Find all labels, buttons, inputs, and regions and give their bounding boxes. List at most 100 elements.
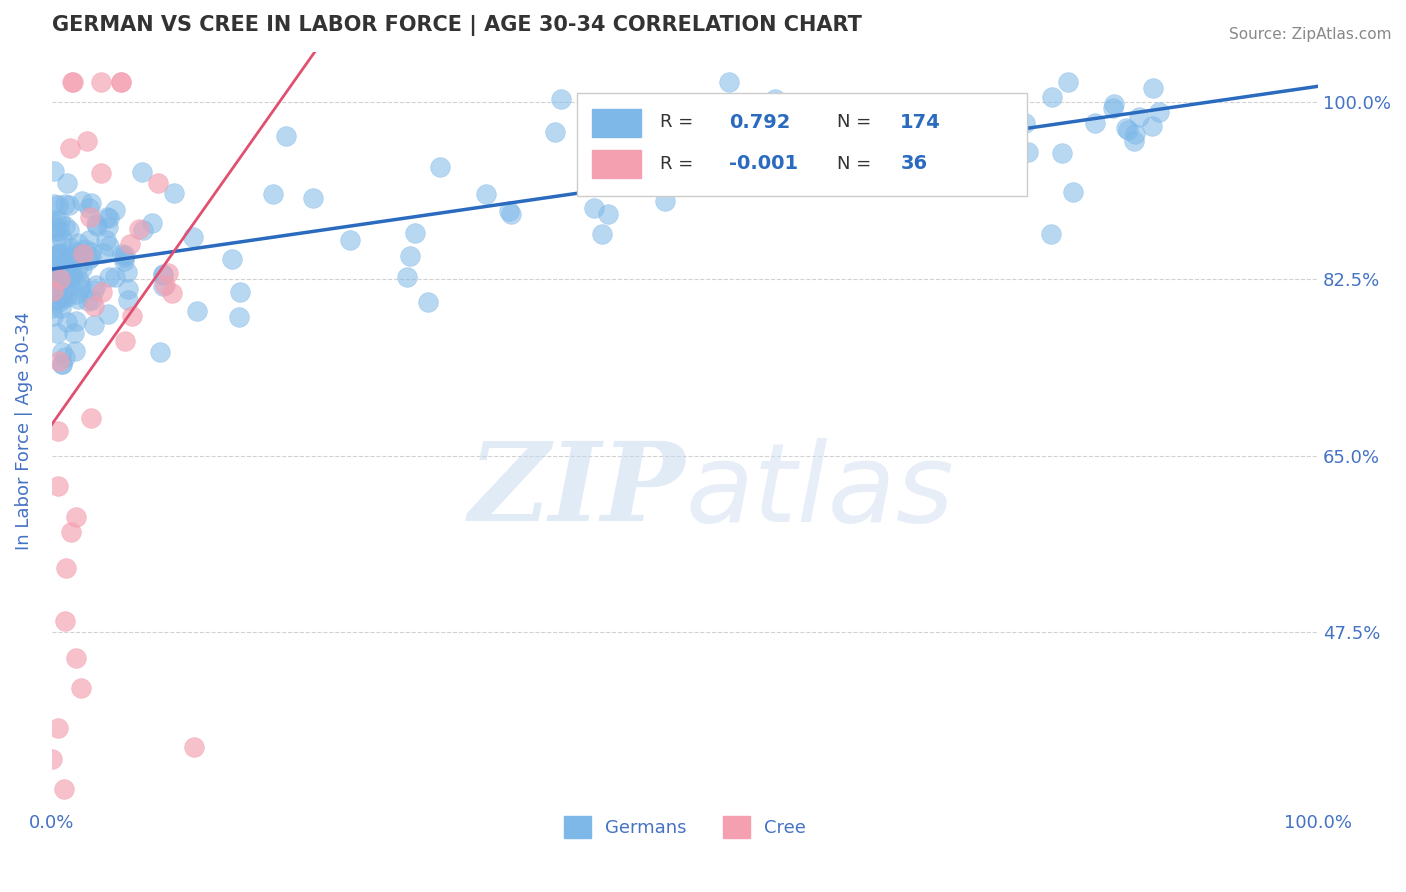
Point — [1062, 185, 1084, 199]
Point — [48, 247, 70, 261]
Point — [42, 164, 65, 178]
Point — [45, 235, 67, 250]
Point — [221, 252, 243, 266]
Point — [112, 254, 135, 268]
Point — [72, 247, 94, 261]
Point — [183, 739, 205, 754]
Point — [42, 217, 65, 231]
Point — [1140, 119, 1163, 133]
Point — [149, 344, 172, 359]
Point — [53, 614, 76, 628]
Point — [112, 250, 135, 264]
Point — [866, 138, 889, 153]
Point — [65, 344, 87, 359]
Point — [621, 113, 644, 128]
Point — [55, 561, 77, 575]
Point — [1128, 111, 1150, 125]
Point — [718, 126, 741, 140]
Point — [262, 186, 284, 201]
Point — [67, 273, 90, 287]
Point — [163, 186, 186, 201]
Point — [1039, 227, 1062, 241]
Text: Source: ZipAtlas.com: Source: ZipAtlas.com — [1229, 27, 1392, 42]
Point — [1116, 122, 1139, 136]
Point — [83, 283, 105, 297]
Point — [44, 224, 66, 238]
Point — [765, 135, 787, 149]
Point — [77, 233, 100, 247]
Point — [63, 245, 86, 260]
Point — [48, 259, 70, 273]
Point — [63, 326, 86, 340]
Point — [65, 287, 87, 301]
FancyBboxPatch shape — [578, 94, 1026, 195]
Point — [56, 271, 79, 285]
Point — [117, 293, 139, 308]
Point — [53, 268, 76, 283]
Text: R =: R = — [659, 113, 693, 131]
Point — [824, 177, 846, 191]
Point — [120, 237, 142, 252]
Point — [121, 309, 143, 323]
Point — [181, 230, 204, 244]
Point — [1102, 102, 1125, 116]
Point — [115, 265, 138, 279]
Text: N =: N = — [837, 155, 872, 173]
Point — [1142, 80, 1164, 95]
Point — [73, 242, 96, 256]
Point — [60, 265, 83, 279]
Point — [132, 223, 155, 237]
Point — [80, 410, 103, 425]
Point — [157, 266, 180, 280]
Point — [79, 210, 101, 224]
Point — [98, 211, 121, 225]
Point — [56, 290, 79, 304]
Point — [51, 357, 73, 371]
Point — [1123, 127, 1146, 141]
Point — [48, 295, 70, 310]
Point — [1122, 134, 1144, 148]
Point — [42, 309, 65, 323]
Point — [274, 128, 297, 143]
Point — [228, 310, 250, 324]
Point — [62, 248, 84, 262]
Point — [152, 279, 174, 293]
Point — [956, 142, 979, 156]
Point — [110, 75, 132, 89]
Point — [53, 350, 76, 364]
Point — [763, 92, 786, 106]
Point — [339, 233, 361, 247]
Point — [65, 314, 87, 328]
Point — [835, 138, 858, 153]
Point — [72, 247, 94, 261]
Point — [66, 293, 89, 307]
Point — [51, 270, 73, 285]
Point — [582, 101, 605, 115]
Point — [114, 334, 136, 348]
Point — [42, 271, 65, 285]
Point — [160, 286, 183, 301]
Point — [404, 227, 426, 241]
Point — [76, 134, 98, 148]
Point — [550, 92, 572, 106]
Point — [52, 260, 75, 275]
Point — [90, 285, 112, 299]
Point — [53, 219, 76, 234]
Point — [499, 207, 522, 221]
Point — [544, 125, 567, 139]
Point — [59, 262, 82, 277]
Point — [70, 194, 93, 208]
Point — [889, 137, 911, 152]
Point — [755, 169, 778, 184]
Point — [46, 479, 69, 493]
Point — [301, 191, 323, 205]
Point — [786, 115, 808, 129]
Point — [49, 267, 72, 281]
Point — [498, 204, 520, 219]
Point — [49, 272, 72, 286]
Point — [41, 301, 63, 315]
Point — [1017, 145, 1039, 160]
Point — [42, 197, 65, 211]
Point — [55, 315, 77, 329]
Point — [1102, 96, 1125, 111]
